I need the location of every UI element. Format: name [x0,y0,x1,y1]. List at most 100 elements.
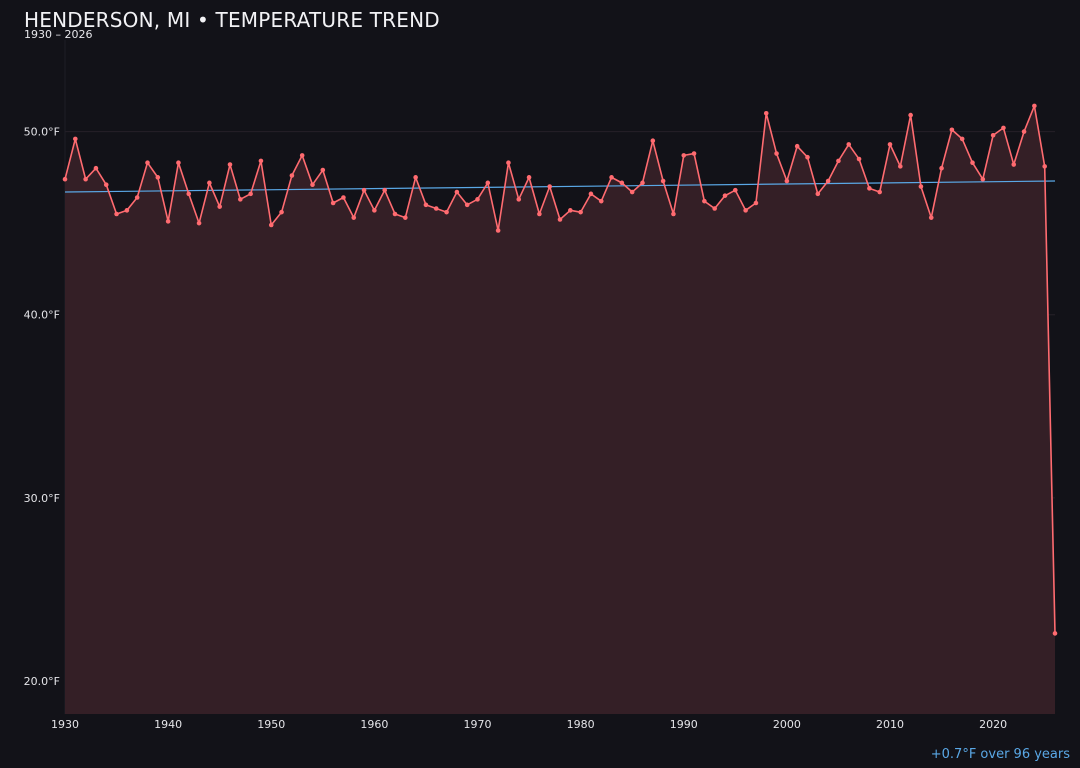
data-point [660,178,666,184]
data-point [867,186,872,191]
y-axis: 20.0°F 30.0°F 40.0°F 50.0°F [24,126,60,688]
data-point [176,160,181,166]
data-point [238,197,243,202]
data-point [341,195,346,200]
x-tick-label: 1980 [567,718,595,731]
x-tick-label: 2020 [979,718,1007,731]
trend-line [64,180,1056,193]
data-point [475,197,480,202]
data-point [310,182,315,187]
data-point [671,211,676,217]
data-point [640,180,645,186]
data-point [217,204,222,209]
data-point [578,209,583,215]
data-point [134,195,140,200]
y-tick-label: 40.0°F [24,309,60,322]
data-point [1032,103,1037,109]
y-tick-label: 30.0°F [24,492,60,505]
data-point [423,202,429,208]
data-point [392,211,398,217]
data-point [856,156,862,162]
data-point [743,208,748,213]
data-point [774,151,779,156]
data-point [207,180,212,186]
data-point [433,206,439,211]
data-point [464,202,470,208]
x-axis: 1930 1940 1950 1960 1970 1980 1990 2000 2010 2020 [51,718,1007,731]
data-point [898,164,903,169]
data-point [918,184,924,189]
data-point [691,151,697,156]
data-point [155,175,161,180]
data-point [784,178,790,184]
data-point [887,142,893,147]
data-point [949,127,955,133]
chart-title: HENDERSON, MI • TEMPERATURE TREND [24,8,440,32]
data-point [495,228,501,233]
data-points [62,103,1058,636]
data-point [73,136,78,142]
data-point [165,219,171,224]
data-point [196,220,202,226]
data-point [83,176,88,182]
data-point [825,178,831,184]
x-tick-label: 1990 [670,718,698,731]
data-point [506,160,511,166]
data-point [733,187,738,193]
x-tick-label: 1930 [51,718,79,731]
x-tick-label: 1950 [257,718,285,731]
data-point [1011,162,1017,167]
data-point [1001,125,1006,131]
data-point [702,198,707,204]
data-point [227,162,233,167]
x-tick-label: 1940 [154,718,182,731]
data-point [588,191,594,197]
data-point [908,112,913,118]
temperature-area-fill [65,105,1055,715]
chart-subtitle: 1930 – 2026 [24,28,93,41]
data-point [382,187,387,193]
data-point [103,182,109,187]
data-point [114,211,119,217]
data-point [928,215,934,220]
data-point [568,208,573,213]
data-point [330,200,336,206]
data-point [516,197,522,202]
data-point [557,217,563,222]
data-point [62,176,68,182]
data-point [537,211,542,217]
data-point [846,142,852,147]
x-tick-label: 2010 [876,718,904,731]
data-point [629,189,635,195]
data-point [403,215,408,220]
data-point [619,180,625,186]
data-point [351,215,357,220]
data-point [268,222,274,228]
data-point [1021,129,1027,134]
data-point [1042,164,1047,169]
data-point [815,191,821,197]
data-point [609,175,614,180]
data-point [598,198,604,204]
data-point [248,191,253,197]
data-point [970,160,975,166]
data-point [186,191,192,197]
data-point [526,175,532,180]
data-point [547,184,552,189]
y-tick-label: 20.0°F [24,675,60,688]
data-point [753,200,759,206]
data-point [258,158,264,164]
data-point [93,165,99,171]
data-point [722,193,728,198]
y-tick-label: 50.0°F [24,126,60,139]
data-point [763,110,769,116]
data-point [990,132,996,138]
data-point [805,154,810,160]
data-point [289,173,295,178]
data-point [145,160,150,166]
data-point [681,153,687,158]
data-point [939,165,944,171]
data-point [959,136,965,142]
data-point [485,180,491,186]
trend-summary: +0.7°F over 96 years [930,747,1070,762]
